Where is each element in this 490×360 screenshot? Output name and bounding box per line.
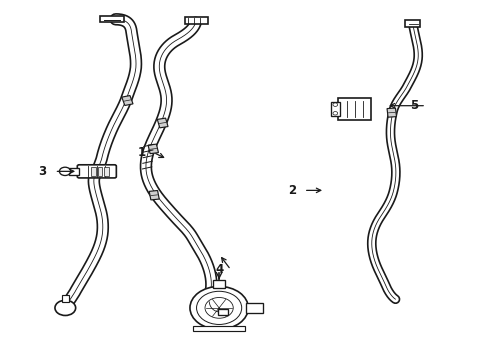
Bar — [193, 326, 245, 331]
Circle shape — [196, 291, 242, 324]
Bar — [104, 167, 109, 176]
Bar — [148, 144, 158, 154]
Bar — [213, 280, 225, 288]
Bar — [122, 95, 133, 105]
Bar — [149, 190, 159, 200]
Text: 3: 3 — [39, 165, 47, 178]
FancyBboxPatch shape — [77, 165, 116, 178]
Circle shape — [333, 103, 338, 107]
Bar — [69, 168, 79, 175]
Circle shape — [59, 167, 71, 176]
Bar — [218, 309, 227, 315]
Bar — [246, 303, 263, 313]
Bar — [62, 295, 69, 302]
Bar — [157, 118, 168, 128]
Bar — [387, 108, 396, 117]
Circle shape — [190, 287, 248, 329]
Bar — [331, 102, 340, 116]
Bar — [100, 16, 123, 22]
Circle shape — [333, 112, 338, 115]
Text: 4: 4 — [215, 264, 223, 276]
Bar — [98, 167, 102, 176]
Bar — [91, 167, 96, 176]
FancyBboxPatch shape — [338, 98, 371, 120]
Bar — [405, 20, 420, 27]
Circle shape — [55, 300, 75, 315]
Text: 1: 1 — [138, 146, 146, 159]
Text: 5: 5 — [410, 99, 418, 112]
Circle shape — [205, 297, 233, 318]
Bar — [185, 17, 208, 24]
Text: 2: 2 — [288, 184, 296, 197]
